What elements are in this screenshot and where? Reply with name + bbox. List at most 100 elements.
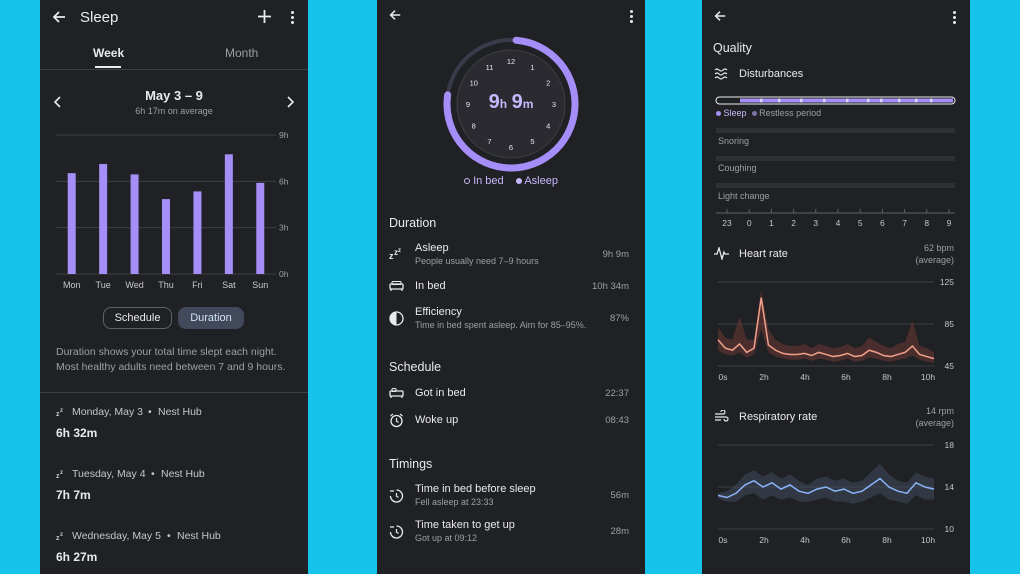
timer-icon xyxy=(389,525,404,539)
svg-text:z: z xyxy=(398,248,401,254)
disturbance-track xyxy=(716,156,955,161)
bar-wed xyxy=(130,174,139,274)
woke-up-label: Woke up xyxy=(415,414,459,426)
asleep-value: 9h 9m xyxy=(602,249,629,260)
chevron-right-icon[interactable] xyxy=(286,96,294,108)
entry-device: Nest Hub xyxy=(177,530,221,542)
clock-number: 4 xyxy=(546,122,550,131)
disturbances-chart: 23 0 1 2 3 4 5 6 7 8 9 xyxy=(715,96,956,228)
efficiency-label: Efficiency xyxy=(415,306,462,318)
page-title: Sleep xyxy=(80,9,119,26)
bed-icon xyxy=(389,387,404,398)
hour-label: 8 xyxy=(924,218,929,228)
restless-legend: Restless period xyxy=(759,108,822,118)
in-bed-value: 10h 34m xyxy=(592,281,629,292)
sleep-legend: Sleep Restless period xyxy=(716,108,821,118)
entry-duration: 7h 7m xyxy=(56,488,91,502)
alarm-clock-icon xyxy=(390,413,403,428)
y-tick-label: 9h xyxy=(279,130,289,140)
bar-mon xyxy=(67,173,76,274)
y-tick-label: 125 xyxy=(940,277,954,287)
back-arrow-icon[interactable] xyxy=(713,9,727,23)
clock-number: 5 xyxy=(530,137,534,146)
clock-number: 2 xyxy=(546,79,550,88)
efficiency-value: 87% xyxy=(609,313,629,324)
y-tick-label: 18 xyxy=(945,440,955,450)
svg-text:z: z xyxy=(56,535,60,541)
entry-separator: • xyxy=(167,530,171,542)
hour-label: 1 xyxy=(769,218,774,228)
svg-text:z: z xyxy=(394,248,398,257)
add-icon[interactable] xyxy=(258,10,271,23)
respiratory-rate-chart: 18 14 10 0s 2h 4h 6h 8h 10h xyxy=(717,440,955,545)
get-up-value: 28m xyxy=(610,526,629,537)
svg-text:z: z xyxy=(60,532,63,538)
disturbance-track xyxy=(716,128,955,133)
x-tick-label: Mon xyxy=(63,280,81,290)
sleep-quality-screen: Quality Disturbances 23 0 1 2 3 4 5 6 7 8 9 Sleep … xyxy=(702,0,970,574)
back-arrow-icon[interactable] xyxy=(51,9,67,25)
clock-number: 6 xyxy=(509,143,513,152)
list-item[interactable]: z z Tuesday, May 4 • Nest Hub 7h 7m xyxy=(40,468,308,518)
x-tick-label: 2h xyxy=(759,535,769,545)
x-tick-label: Thu xyxy=(158,280,174,290)
restless-segment xyxy=(915,98,918,103)
hour-label: 23 xyxy=(722,218,732,228)
chevron-left-icon[interactable] xyxy=(54,96,62,108)
respiratory-heading: Respiratory rate xyxy=(739,411,818,423)
hour-label: 7 xyxy=(902,218,907,228)
sleep-detail-screen: 12 1 2 3 4 5 6 7 8 9 10 11 9h 9m In bed Asleep Dura… xyxy=(377,0,645,574)
entry-duration: 6h 27m xyxy=(56,550,98,564)
more-options-icon[interactable] xyxy=(630,10,634,25)
duration-heading: Duration xyxy=(389,216,437,230)
entry-device: Nest Hub xyxy=(161,468,205,480)
asleep-sub: People usually need 7–9 hours xyxy=(415,256,539,266)
back-arrow-icon[interactable] xyxy=(388,8,402,22)
restless-segment xyxy=(880,98,883,103)
x-tick-label: 2h xyxy=(759,372,769,382)
before-sleep-sub: Fell asleep at 23:33 xyxy=(415,497,494,507)
total-sleep-time: 9h 9m xyxy=(442,91,580,114)
schedule-heading: Schedule xyxy=(389,360,442,374)
tab-month[interactable]: Month xyxy=(225,46,259,60)
tab-week-indicator xyxy=(95,66,121,68)
respiratory-icon xyxy=(715,410,729,422)
bar-thu xyxy=(162,199,170,274)
duration-toggle-button[interactable]: Duration xyxy=(178,307,244,329)
restless-segment xyxy=(867,98,870,103)
trend-line xyxy=(717,297,935,360)
schedule-toggle-button[interactable]: Schedule xyxy=(103,307,172,329)
in-bed-legend-icon xyxy=(464,178,470,184)
x-tick-label: Sun xyxy=(252,280,268,290)
got-in-bed-label: Got in bed xyxy=(415,387,466,399)
more-options-icon[interactable] xyxy=(953,11,957,26)
average-duration: 6h 17m on average xyxy=(135,106,213,116)
hour-label: 3 xyxy=(813,218,818,228)
list-item[interactable]: z z Monday, May 3 • Nest Hub 6h 32m xyxy=(40,406,308,456)
restless-segment xyxy=(800,98,803,103)
heart-rate-sub: (average) xyxy=(915,255,954,265)
hour-label: 0 xyxy=(747,218,752,228)
waves-icon xyxy=(714,68,728,80)
x-tick-label: 6h xyxy=(841,535,851,545)
y-tick-label: 3h xyxy=(279,223,289,233)
clock-number: 8 xyxy=(472,122,476,131)
tab-divider xyxy=(40,69,308,70)
x-tick-label: 8h xyxy=(882,372,892,382)
respiratory-sub: (average) xyxy=(915,418,954,428)
hour-label: 9 xyxy=(947,218,952,228)
svg-text:z: z xyxy=(56,473,60,479)
y-tick-label: 85 xyxy=(945,319,955,329)
restless-segment xyxy=(760,98,763,103)
asleep-label: Asleep xyxy=(415,242,449,254)
more-options-icon[interactable] xyxy=(291,11,295,26)
x-tick-label: Fri xyxy=(192,280,203,290)
clock-number: 1 xyxy=(530,63,534,72)
list-item[interactable]: z z Wednesday, May 5 • Nest Hub 6h 27m xyxy=(40,530,308,574)
tab-week[interactable]: Week xyxy=(93,46,125,60)
respiratory-value: 14 rpm xyxy=(925,406,954,416)
